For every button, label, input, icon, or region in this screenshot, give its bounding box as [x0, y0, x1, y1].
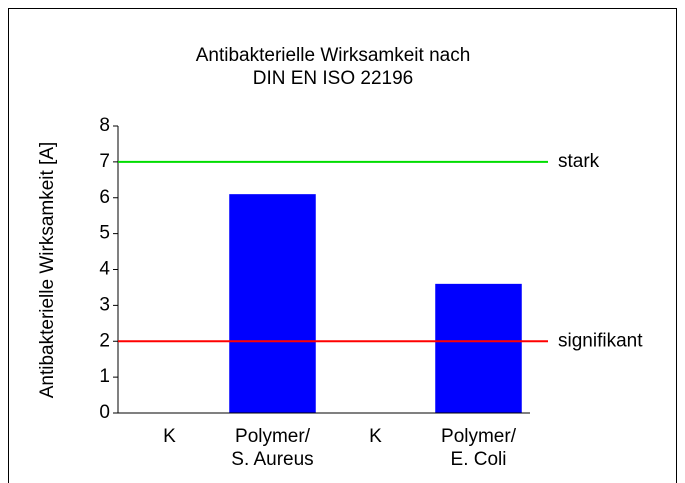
y-tick-label: 0	[99, 402, 110, 423]
x-tick-label: K	[163, 426, 176, 447]
x-tick-label: Polymer/ S. Aureus	[231, 426, 314, 470]
bar	[229, 194, 316, 413]
y-tick-label: 7	[99, 151, 110, 172]
x-tick-label: Polymer/ E. Coli	[441, 426, 516, 470]
bar	[435, 283, 522, 413]
y-tick-label: 6	[99, 187, 110, 208]
chart-title: Antibakterielle Wirksamkeit nach DIN EN …	[195, 45, 471, 89]
x-tick-label: K	[369, 426, 382, 447]
y-tick-label: 1	[99, 366, 110, 387]
reference-label: stark	[558, 151, 600, 172]
y-axis-label: Antibakterielle Wirksamkeit [A]	[37, 142, 58, 399]
y-tick-label: 4	[99, 259, 110, 280]
y-tick-label: 2	[99, 330, 110, 351]
y-tick-label: 8	[99, 115, 110, 136]
frame	[8, 8, 677, 483]
y-tick-label: 5	[99, 223, 110, 244]
reference-label: signifikant	[558, 330, 643, 351]
y-tick-label: 3	[99, 294, 110, 315]
